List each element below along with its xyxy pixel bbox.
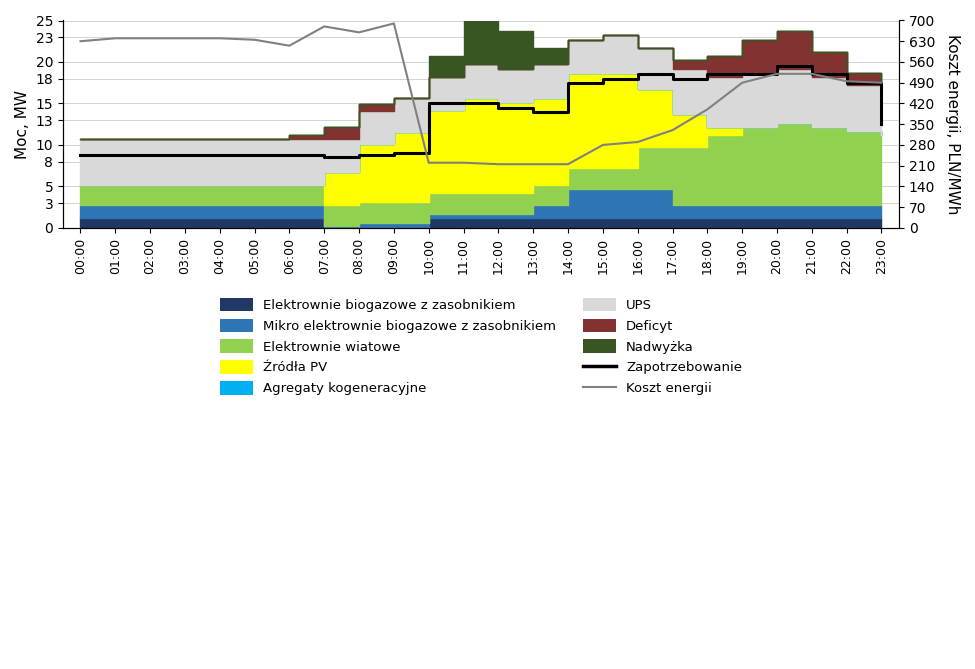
Legend: Elektrownie biogazowe z zasobnikiem, Mikro elektrownie biogazowe z zasobnikiem, : Elektrownie biogazowe z zasobnikiem, Mik… <box>214 292 748 401</box>
Y-axis label: Moc, MW: Moc, MW <box>15 90 30 159</box>
Y-axis label: Koszt energii, PLN/MWh: Koszt energii, PLN/MWh <box>945 34 960 214</box>
